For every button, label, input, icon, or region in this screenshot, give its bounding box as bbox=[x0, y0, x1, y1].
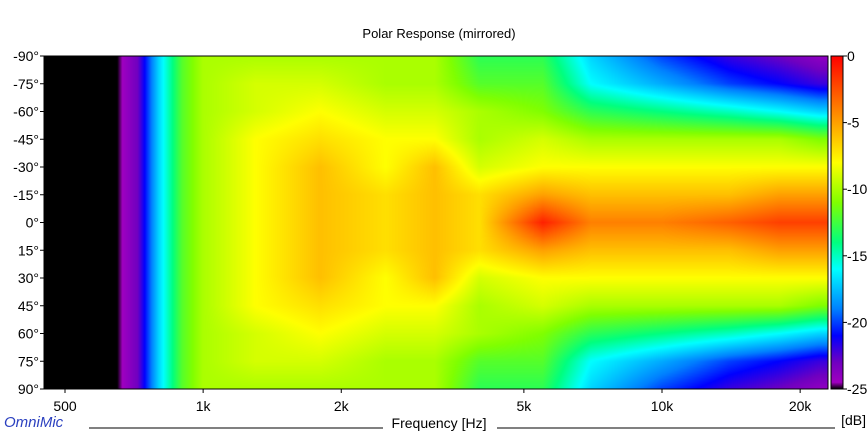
colorbar-tick-label: -20 bbox=[847, 314, 867, 330]
colorbar-tick-label: -5 bbox=[847, 115, 860, 131]
heatmap-area bbox=[44, 56, 828, 389]
colorbar bbox=[830, 55, 844, 390]
colorbar-tick-label: -10 bbox=[847, 181, 867, 197]
y-tick-label: -30° bbox=[13, 159, 39, 175]
y-tick-label: -45° bbox=[13, 131, 39, 147]
y-tick-label: 75° bbox=[18, 353, 39, 369]
chart-title: Polar Response (mirrored) bbox=[362, 26, 515, 41]
y-tick-label: -60° bbox=[13, 104, 39, 120]
colorbar-ticks: 0 -5 -10 -15 -20 -25 bbox=[843, 48, 867, 397]
x-axis-label: Frequency [Hz] bbox=[392, 415, 487, 431]
y-tick-label: -75° bbox=[13, 76, 39, 92]
y-axis: -90° -75° -60° -45° -30° -15° 0° 15° 30° 45° 60° 75… bbox=[13, 48, 44, 397]
x-tick-label: 1k bbox=[196, 398, 212, 414]
colorbar-unit-label: [dB] bbox=[841, 412, 866, 428]
colorbar-tick-label: -15 bbox=[847, 248, 867, 264]
y-tick-label: -90° bbox=[13, 48, 39, 64]
y-tick-label: 90° bbox=[18, 381, 39, 397]
colorbar-tick-label: 0 bbox=[847, 48, 855, 64]
colorbar-tick-label: -25 bbox=[847, 381, 867, 397]
y-tick-label: 60° bbox=[18, 326, 39, 342]
y-tick-label: 45° bbox=[18, 298, 39, 314]
x-tick-label: 10k bbox=[651, 398, 675, 414]
x-tick-label: 5k bbox=[516, 398, 532, 414]
x-tick-label: 2k bbox=[334, 398, 350, 414]
omnimic-watermark: OmniMic bbox=[4, 414, 64, 431]
y-tick-label: 15° bbox=[18, 242, 39, 258]
x-tick-label: 20k bbox=[789, 398, 813, 414]
x-axis: 500 1k 2k 5k 10k 20k bbox=[53, 389, 812, 414]
x-tick-label: 500 bbox=[53, 398, 77, 414]
y-tick-label: -15° bbox=[13, 187, 39, 203]
y-tick-label: 0° bbox=[26, 215, 39, 231]
heatmap-canvas bbox=[44, 56, 828, 389]
y-tick-label: 30° bbox=[18, 270, 39, 286]
